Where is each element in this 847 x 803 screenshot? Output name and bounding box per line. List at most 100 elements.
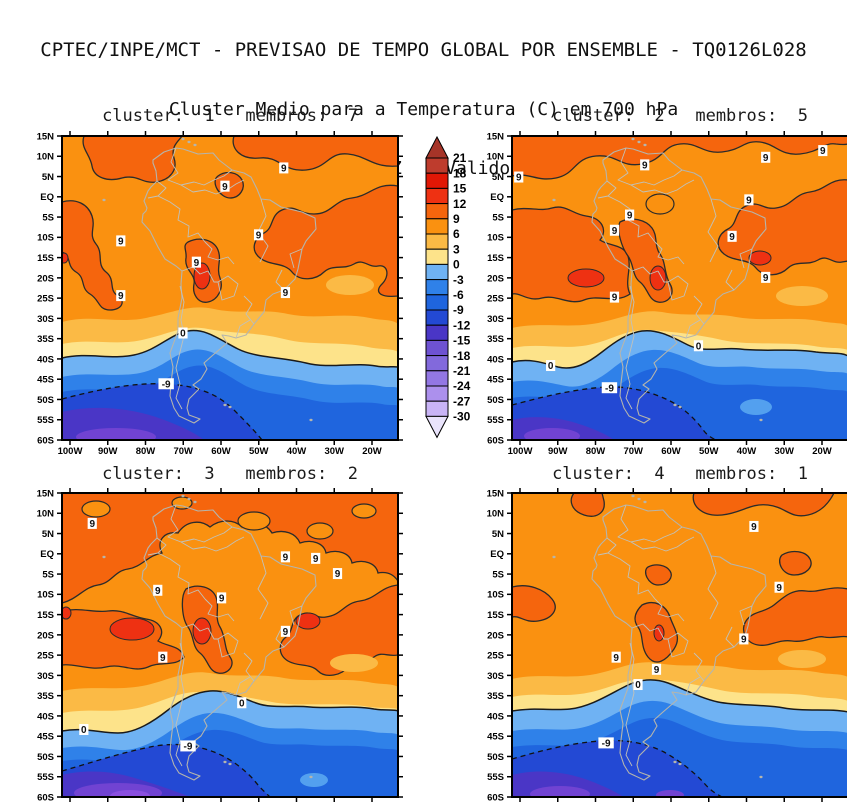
contour-label: 9: [222, 182, 228, 193]
colorbar-tick-label: -15: [453, 334, 471, 348]
lat-tick-label: EQ: [490, 549, 504, 560]
contour-label: 9: [746, 195, 752, 206]
lat-tick-label: 5S: [42, 212, 54, 223]
lon-tick-label: 70W: [623, 446, 643, 457]
colorbar-tick-label: 21: [453, 151, 467, 165]
lat-tick-label: 55S: [487, 772, 504, 783]
lat-tick-label: 35S: [37, 691, 54, 702]
contour-label: 9: [613, 653, 619, 664]
lat-tick-label: 55S: [37, 415, 54, 426]
lat-tick-label: 10N: [37, 152, 55, 163]
lat-tick-label: 15N: [487, 131, 505, 142]
lat-tick-label: 55S: [487, 415, 504, 426]
colorbar-cell: [425, 203, 449, 220]
colorbar-cell: [425, 279, 449, 296]
colorbar-cell: [425, 263, 449, 281]
colorbar-cell: [425, 294, 449, 311]
lat-tick-label: 15N: [37, 488, 55, 499]
lat-tick-label: 60S: [37, 435, 54, 446]
contour-label: 0: [635, 680, 641, 691]
filled-contours: [62, 136, 398, 440]
header-line2: Cluster Medio para a Temperatura (C) em …: [168, 99, 679, 120]
lat-tick-label: 15S: [487, 253, 504, 264]
lon-tick-label: 60W: [211, 446, 231, 457]
colorbar-cell: [425, 324, 449, 341]
colorbar-tick-label: -27: [453, 394, 471, 408]
colorbar-tick-label: -18: [453, 349, 471, 363]
contour-label: 9: [313, 554, 319, 565]
axis-labels: 15N 10N 5N EQ 5S 10S 15S 20S 25S 30S 35S 40S 45S 50S 5…: [487, 131, 832, 457]
axis-labels: 15N 10N 5N EQ 5S 10S 15S 20S 25S 30S 35S 40S 45S 50S 5…: [37, 488, 55, 803]
lat-tick-label: 45S: [487, 732, 504, 743]
contour-label: 9: [281, 164, 287, 175]
contour-labels: 9 9 9 9 9 0 -9: [598, 520, 784, 749]
colorbar-tick-label: -30: [453, 410, 471, 424]
lat-tick-label: 5N: [42, 172, 54, 183]
axis-labels: 15N 10N 5N EQ 5S 10S 15S 20S 25S 30S 35S 40S 45S 50S 5…: [37, 131, 382, 457]
colorbar-cell: [425, 385, 449, 402]
contour-label: 9: [627, 211, 633, 222]
lat-tick-label: 25S: [487, 651, 504, 662]
contour-label: 9: [283, 288, 289, 299]
contour-label: 0: [180, 329, 186, 340]
lon-tick-label: 80W: [136, 446, 156, 457]
lat-tick-label: 5N: [492, 172, 504, 183]
colorbar-cell: [425, 157, 449, 174]
colorbar-cell: [425, 248, 449, 265]
colorbar-cell: [425, 172, 449, 189]
lat-tick-label: 20S: [37, 630, 54, 641]
lat-tick-label: 50S: [487, 395, 504, 406]
contour-label: 0: [548, 361, 554, 372]
axis-ticks: [507, 488, 823, 802]
panel-title-cluster-2: cluster: 2 membros: 5: [552, 106, 808, 126]
lat-tick-label: 45S: [37, 732, 54, 743]
lon-tick-label: 100W: [58, 446, 83, 457]
header-line1: CPTEC/INPE/MCT - PREVISAO DE TEMPO GLOBA…: [40, 39, 807, 61]
contour-label: 9: [194, 258, 200, 269]
lat-tick-label: 15S: [37, 253, 54, 264]
colorbar-cell: [425, 400, 449, 417]
colorbar-arrow-top: [425, 135, 449, 159]
contour-label: 9: [751, 522, 757, 533]
lon-tick-label: 80W: [586, 446, 606, 457]
colorbar-cell: [425, 187, 449, 205]
contour-label: 9: [741, 635, 747, 646]
colorbar-cell: [425, 339, 449, 357]
contour-label: 9: [155, 586, 161, 597]
axis-ticks: [57, 488, 403, 802]
map-plot-area: 9 9 9 9 9 9 9 9 0 0 -9 15N 10N 5N EQ 5S 10S 15S 20S 25S 30S 3…: [37, 488, 403, 803]
colorbar-tick-label: 15: [453, 182, 467, 196]
lat-tick-label: 40S: [487, 711, 504, 722]
lat-tick-label: 15S: [487, 610, 504, 621]
contour-label: 9: [118, 291, 124, 302]
lat-tick-label: 45S: [37, 375, 54, 386]
lon-tick-label: 90W: [548, 446, 568, 457]
lat-tick-label: 5S: [492, 569, 504, 580]
lat-tick-label: EQ: [40, 192, 54, 203]
lat-tick-label: 40S: [487, 354, 504, 365]
lon-tick-label: 50W: [249, 446, 269, 457]
colorbar-tick-label: -12: [453, 318, 471, 332]
colorbar-tick-label: 3: [453, 242, 460, 256]
lat-tick-label: 35S: [487, 691, 504, 702]
colorbar-tick-label: 9: [453, 212, 460, 226]
filled-contours: [512, 136, 847, 440]
cluster-3-map: 9 9 9 9 9 9 9 9 0 0 -9 15N 10N 5N EQ 5S 10S 15S 20S 25S 30S 3…: [37, 488, 403, 803]
colorbar-cell: [425, 218, 449, 235]
lon-tick-label: 20W: [812, 446, 832, 457]
lat-tick-label: 10N: [487, 509, 505, 520]
contour-label: 9: [89, 519, 95, 530]
lat-tick-label: 5N: [42, 529, 54, 540]
lat-tick-label: 30S: [37, 314, 54, 325]
lat-tick-label: 45S: [487, 375, 504, 386]
colorbar-tick-label: -24: [453, 379, 471, 393]
map-frame: [511, 492, 847, 798]
axis-labels: 15N 10N 5N EQ 5S 10S 15S 20S 25S 30S 35S 40S 45S 50S 5…: [487, 488, 505, 803]
contour-label: -9: [162, 379, 171, 390]
lat-tick-label: 35S: [487, 334, 504, 345]
contour-label: 9: [335, 569, 341, 580]
coastlines: [102, 137, 317, 424]
coastlines: [552, 137, 767, 424]
